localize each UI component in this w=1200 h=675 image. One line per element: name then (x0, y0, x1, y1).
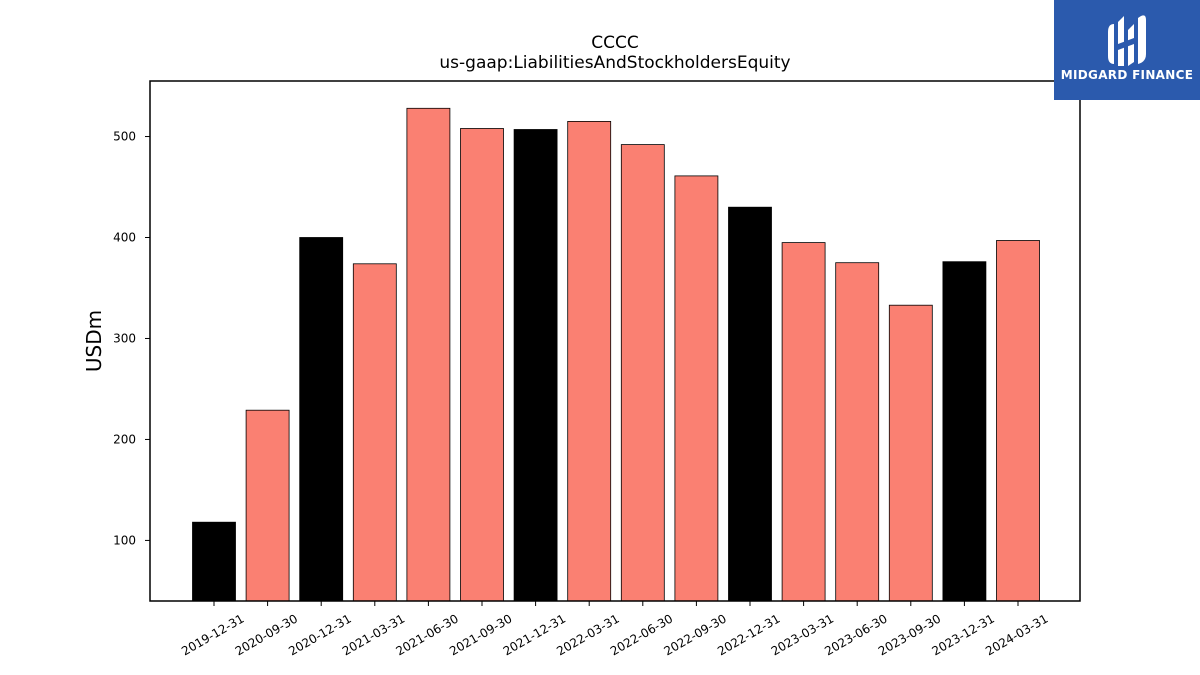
bar (620, 144, 665, 602)
y-tick-label: 300 (113, 331, 136, 345)
y-tick-label: 500 (113, 130, 136, 144)
bar (567, 121, 612, 602)
bar (781, 242, 826, 602)
bar (513, 129, 558, 602)
bar (406, 107, 451, 602)
y-axis-label: USDm (82, 310, 106, 372)
y-tick-label: 200 (113, 432, 136, 446)
bar (942, 261, 987, 602)
y-tick-label: 100 (113, 533, 136, 547)
x-axis-ticks: 2019-12-312020-09-302020-12-312021-03-31… (179, 601, 1051, 658)
bar (996, 240, 1040, 602)
bar (728, 206, 772, 602)
chart-subtitle: us-gaap:LiabilitiesAndStockholdersEquity (439, 53, 790, 73)
bars-group (192, 107, 1040, 602)
brand-name: MIDGARD FINANCE (1060, 68, 1194, 82)
bar (245, 409, 290, 602)
bar (352, 263, 397, 602)
midgard-logo-icon (1108, 15, 1146, 66)
y-tick-label: 400 (113, 231, 136, 245)
bar (888, 304, 933, 602)
chart-title: CCCC (591, 33, 638, 53)
bar (192, 521, 236, 602)
bar (460, 128, 504, 602)
brand-logo: MIDGARD FINANCE (1054, 0, 1200, 100)
bar (674, 175, 719, 602)
bar (299, 237, 344, 602)
plot-frame (149, 80, 1081, 602)
y-axis-ticks: 100 200 300 400 500 (113, 130, 150, 547)
bar (835, 262, 880, 602)
